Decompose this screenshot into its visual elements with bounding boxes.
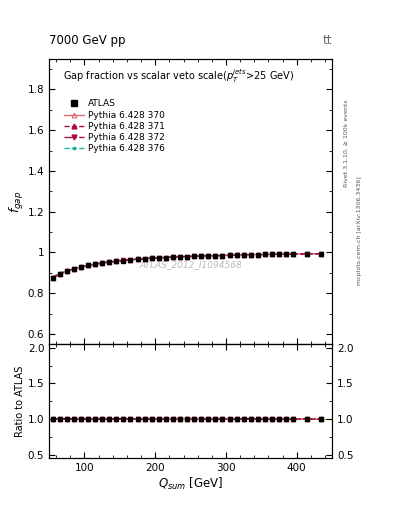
Text: 7000 GeV pp: 7000 GeV pp	[49, 34, 126, 48]
Legend: ATLAS, Pythia 6.428 370, Pythia 6.428 371, Pythia 6.428 372, Pythia 6.428 376: ATLAS, Pythia 6.428 370, Pythia 6.428 37…	[62, 98, 167, 155]
Y-axis label: Ratio to ATLAS: Ratio to ATLAS	[15, 366, 25, 437]
Y-axis label: $f_{gap}$: $f_{gap}$	[8, 190, 26, 213]
X-axis label: $Q_{sum}$ [GeV]: $Q_{sum}$ [GeV]	[158, 476, 223, 492]
Text: ATLAS_2012_I1094568: ATLAS_2012_I1094568	[139, 260, 242, 269]
Text: tt: tt	[323, 34, 332, 48]
Text: mcplots.cern.ch [arXiv:1306.3436]: mcplots.cern.ch [arXiv:1306.3436]	[357, 176, 362, 285]
Text: Rivet 3.1.10, ≥ 100k events: Rivet 3.1.10, ≥ 100k events	[344, 99, 349, 187]
Text: Gap fraction vs scalar veto scale($p_T^{jets}$>25 GeV): Gap fraction vs scalar veto scale($p_T^{…	[63, 68, 294, 86]
